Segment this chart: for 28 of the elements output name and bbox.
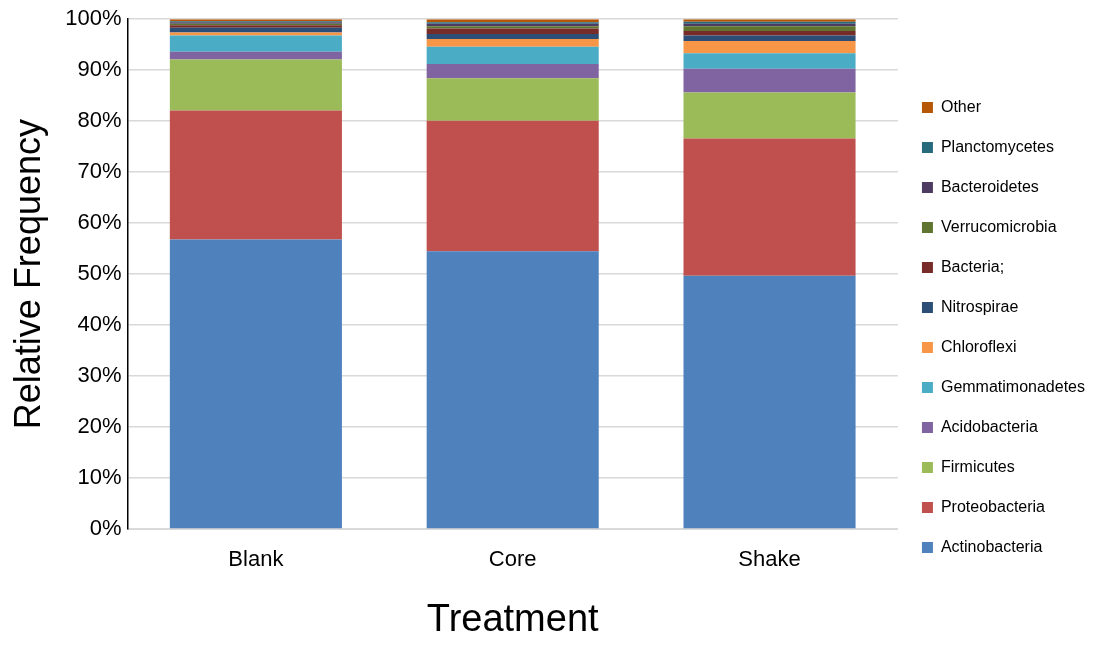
- legend-label: Verrucomicrobia: [940, 217, 1057, 235]
- legend-label: Acidobacteria: [940, 417, 1038, 435]
- x-tick-label: Core: [488, 546, 537, 572]
- legend-label: Bacteroidetes: [940, 177, 1039, 195]
- legend-label: Nitrospirae: [940, 297, 1019, 315]
- y-tick-label: 40%: [77, 311, 122, 337]
- legend-label: Planctomycetes: [940, 137, 1054, 155]
- x-tick-label: Blank: [228, 546, 285, 572]
- x-tick-label: Shake: [738, 546, 801, 572]
- legend-label: Other: [940, 97, 982, 115]
- y-tick-label: 0%: [89, 515, 122, 541]
- y-tick-label: 20%: [77, 413, 122, 439]
- y-tick-label: 90%: [77, 56, 122, 82]
- legend-label: Proteobacteria: [940, 497, 1046, 515]
- y-tick-label: 70%: [77, 158, 122, 184]
- legend-label: Firmicutes: [940, 457, 1015, 475]
- y-tick-label: 50%: [77, 260, 122, 286]
- y-axis-title: Relative Frequency: [6, 119, 48, 430]
- y-tick-label: 80%: [77, 107, 122, 133]
- y-tick-label: 30%: [77, 362, 122, 388]
- legend-label: Gemmatimonadetes: [940, 377, 1085, 395]
- y-tick-label: 10%: [77, 464, 122, 490]
- legend-label: Actinobacteria: [940, 537, 1043, 555]
- legend-label: Chloroflexi: [940, 337, 1017, 355]
- legend-label: Bacteria;: [940, 257, 1005, 275]
- x-axis-title: Treatment: [426, 596, 600, 639]
- y-tick-label: 60%: [77, 209, 122, 235]
- y-tick-label: 100%: [65, 5, 122, 31]
